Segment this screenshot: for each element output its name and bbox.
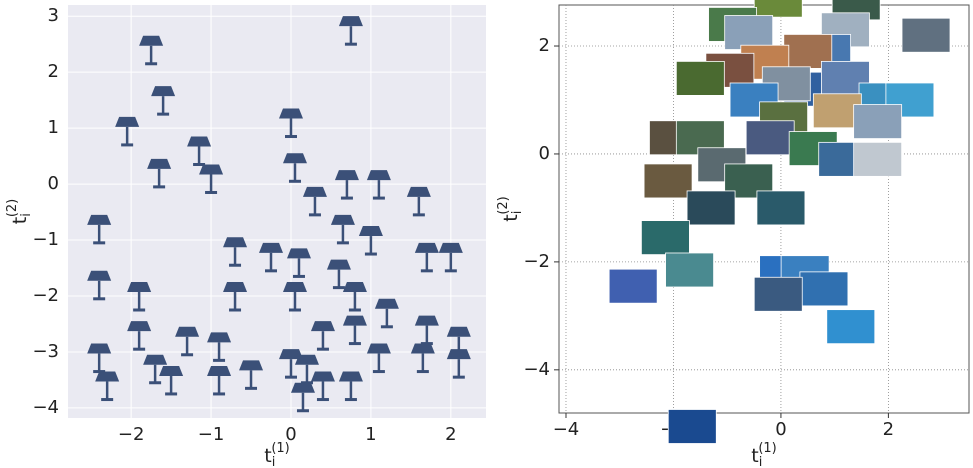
lamp-shade <box>259 243 283 253</box>
label-sub: i <box>510 211 525 215</box>
axis-label: ti(1) <box>751 441 777 468</box>
lamp-shade <box>375 299 399 309</box>
lamp-shade <box>331 215 355 225</box>
thumbnail-point <box>641 221 689 255</box>
thumbnail-point <box>854 142 902 176</box>
lamp-shade <box>407 187 431 197</box>
lamp-shade <box>187 137 211 147</box>
label-sup: (1) <box>271 441 289 456</box>
label-sub: i <box>19 213 34 217</box>
y-tick-label: 2 <box>539 35 550 56</box>
y-tick-label: 3 <box>48 5 59 26</box>
thumbnail-point <box>676 61 724 95</box>
y-tick-label: 0 <box>48 173 59 194</box>
y-tick-label: 0 <box>539 143 550 164</box>
x-tick-label: −4 <box>553 419 580 440</box>
axis-label: ti(2) <box>496 196 525 222</box>
lamp-shade <box>127 321 151 331</box>
x-tick-label: 2 <box>883 419 894 440</box>
thumbnail-point <box>754 0 802 17</box>
lamp-shade <box>367 170 391 180</box>
lamp-shade <box>311 372 335 382</box>
label-sup: (1) <box>758 441 776 456</box>
y-tick-label: 2 <box>48 61 59 82</box>
y-tick-label: −3 <box>32 341 59 362</box>
y-tick-label: 1 <box>48 117 59 138</box>
thumbnail-point <box>644 164 692 198</box>
thumbnail-point <box>827 310 875 344</box>
lamp-shade <box>279 109 303 119</box>
lamp-shade <box>291 383 315 393</box>
y-tick-label: −1 <box>32 229 59 250</box>
lamp-shade <box>147 159 171 169</box>
thumbnail-point <box>757 191 805 225</box>
y-tick-label: −2 <box>523 251 550 272</box>
lamp-shade <box>447 327 471 337</box>
lamp-shade <box>411 344 435 354</box>
lamp-shade <box>415 316 439 326</box>
lamp-shade <box>447 349 471 359</box>
lamp-shade <box>343 282 367 292</box>
lamp-shade <box>339 372 363 382</box>
lamp-shade <box>223 282 247 292</box>
x-tick-label: 0 <box>775 419 786 440</box>
lamp-shade <box>159 366 183 376</box>
thumbnail-point <box>902 18 950 52</box>
lamp-shade <box>359 226 383 236</box>
x-tick-label: 1 <box>365 424 376 445</box>
lamp-shade <box>287 248 311 258</box>
lamp-shade <box>283 282 307 292</box>
thumbnail-point <box>754 277 802 311</box>
lamp-shade <box>143 355 167 365</box>
figure: −2−1012−4−3−2−10123ti(1)ti(2)−4−202−4−20… <box>0 0 973 468</box>
lamp-shade <box>87 344 111 354</box>
lamp-shade <box>367 344 391 354</box>
x-tick-label: −1 <box>198 424 225 445</box>
y-tick-label: −4 <box>32 397 59 418</box>
thumbnail-point <box>800 272 848 306</box>
lamp-shade <box>223 237 247 247</box>
lamp-shade <box>207 332 231 342</box>
lamp-shade <box>311 321 335 331</box>
lamp-shade <box>127 282 151 292</box>
axis-label: ti(2) <box>5 199 34 225</box>
x-tick-label: 2 <box>445 424 456 445</box>
lamp-shade <box>439 243 463 253</box>
y-tick-label: −2 <box>32 285 59 306</box>
thumbnail-point <box>725 16 773 50</box>
lamp-shade <box>339 16 363 26</box>
lamp-shade <box>115 117 139 127</box>
lamp-shade <box>239 360 263 370</box>
label-sub: i <box>272 455 276 468</box>
thumbnail-point <box>687 191 735 225</box>
lamp-shade <box>87 271 111 281</box>
lamp-shade <box>303 187 327 197</box>
y-tick-label: −4 <box>523 359 550 380</box>
lamp-shade <box>139 36 163 46</box>
lamp-shade <box>87 215 111 225</box>
x-tick-label: −2 <box>118 424 145 445</box>
thumbnail-point <box>668 409 716 443</box>
lamp-shade <box>283 153 307 163</box>
lamp-shade <box>175 327 199 337</box>
thumbnail-point <box>666 253 714 287</box>
thumbnail-point <box>854 105 902 139</box>
lamp-shade <box>95 372 119 382</box>
thumbnail-point <box>609 269 657 303</box>
lamp-shade <box>415 243 439 253</box>
lamp-shade <box>327 260 351 270</box>
axis-label: ti(1) <box>264 441 290 468</box>
thumbnail-point <box>746 121 794 155</box>
lamp-shade <box>151 86 175 96</box>
lamp-shade <box>207 366 231 376</box>
lamp-shade <box>335 170 359 180</box>
lamp-shade <box>343 316 367 326</box>
label-sup: (2) <box>5 199 20 217</box>
lamp-shade <box>199 164 223 174</box>
label-sub: i <box>759 455 763 468</box>
lamp-shade <box>295 355 319 365</box>
label-sup: (2) <box>496 196 511 214</box>
